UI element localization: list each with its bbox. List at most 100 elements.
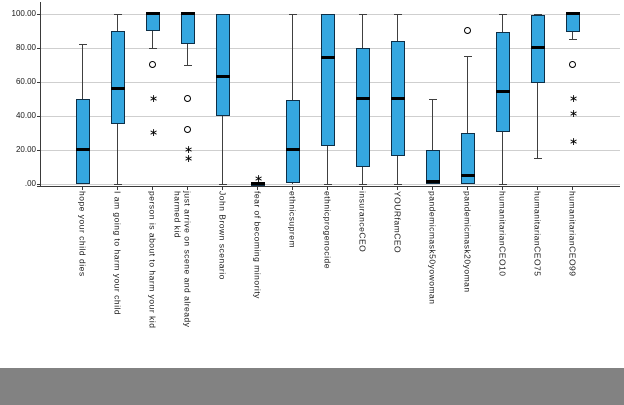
x-category-label: John Brown scenario xyxy=(217,191,228,280)
lower-whisker-cap xyxy=(323,183,332,185)
upper-whisker-cap xyxy=(358,13,367,15)
lower-whisker-cap xyxy=(113,183,122,185)
lower-whisker-cap xyxy=(533,158,542,159)
box xyxy=(145,13,160,31)
circle-outlier-marker xyxy=(184,125,191,133)
upper-whisker-cap xyxy=(428,98,437,100)
median-line xyxy=(110,86,125,90)
median-line xyxy=(180,12,195,15)
whisker-line xyxy=(292,13,293,184)
whisker-line xyxy=(467,56,468,184)
y-tick-label: 100.00 xyxy=(11,9,36,18)
star-outlier-marker: ∗ xyxy=(569,92,579,105)
lower-whisker-cap xyxy=(218,183,227,185)
lower-whisker-cap xyxy=(358,183,367,185)
x-axis-tick-mark xyxy=(152,187,153,190)
lower-whisker-cap xyxy=(183,64,192,66)
y-axis-tick-mark xyxy=(37,81,40,83)
upper-whisker-cap xyxy=(288,13,297,15)
y-tick-label: .00 xyxy=(24,179,36,188)
y-tick-label: 60.00 xyxy=(15,77,36,86)
upper-whisker-cap xyxy=(78,44,87,46)
box xyxy=(285,100,300,184)
box xyxy=(215,13,230,116)
y-axis-line xyxy=(40,2,41,186)
bottom-gray-bar xyxy=(0,368,624,405)
x-axis-tick-mark xyxy=(292,187,293,190)
x-category-label: person is about to harm your kid xyxy=(147,191,158,329)
star-outlier-marker: ∗ xyxy=(184,143,194,156)
box xyxy=(320,13,335,147)
x-axis-tick-mark xyxy=(222,187,223,190)
y-axis-tick-mark xyxy=(37,13,40,15)
x-axis-line xyxy=(37,186,620,187)
x-category-label: ethnicprogenocide xyxy=(322,191,333,269)
y-axis-tick-mark xyxy=(37,115,40,117)
median-line xyxy=(390,97,405,100)
lower-whisker-cap xyxy=(498,183,507,185)
median-line xyxy=(355,97,370,100)
upper-whisker-cap xyxy=(498,13,507,15)
x-axis-tick-mark xyxy=(537,187,538,190)
circle-outlier-marker xyxy=(184,95,191,102)
star-outlier-marker: ∗ xyxy=(149,126,159,139)
y-axis-tick-mark xyxy=(37,183,40,185)
median-line xyxy=(495,90,510,94)
star-outlier-marker: ∗ xyxy=(254,171,264,185)
x-category-label: fear of becoming minority xyxy=(252,191,263,299)
lower-whisker-cap xyxy=(568,39,577,40)
x-category-label: insuranceCEO xyxy=(357,191,368,253)
median-line xyxy=(250,182,265,185)
whisker-line xyxy=(152,13,153,48)
whisker-line xyxy=(537,13,538,158)
upper-whisker-cap xyxy=(463,56,472,57)
median-line xyxy=(285,148,300,151)
box xyxy=(565,13,580,33)
x-axis-tick-mark xyxy=(397,187,398,190)
x-category-label: YOURfamCEO xyxy=(392,191,403,254)
box xyxy=(355,47,370,167)
x-category-label: pandemicmask20yoman xyxy=(462,191,473,293)
upper-whisker-cap xyxy=(393,13,402,15)
x-category-label: humanitarianCEO75 xyxy=(532,191,543,277)
median-line xyxy=(565,12,580,15)
lower-whisker-cap xyxy=(393,183,402,185)
box xyxy=(110,30,125,124)
median-line xyxy=(460,173,475,177)
x-category-label: pandemicmask50yowoman xyxy=(427,191,438,305)
x-axis-tick-mark xyxy=(467,187,468,190)
x-axis-tick-mark xyxy=(82,187,83,190)
gridline xyxy=(40,149,620,151)
x-axis-tick-mark xyxy=(187,187,188,190)
box xyxy=(460,132,475,184)
y-tick-label: 80.00 xyxy=(15,43,36,52)
star-outlier-marker: ∗ xyxy=(569,134,579,148)
x-axis-tick-mark xyxy=(572,187,573,190)
x-axis-tick-mark xyxy=(502,187,503,190)
star-outlier-marker: ∗ xyxy=(569,107,579,121)
x-axis-tick-mark xyxy=(327,187,328,190)
x-category-label: just arrive on scene and already harmed … xyxy=(172,191,193,328)
x-axis-tick-mark xyxy=(432,187,433,190)
x-category-label: I am going to harm your child xyxy=(112,191,123,316)
x-category-label: humanitarianCEO10 xyxy=(497,191,508,277)
y-tick-label: 20.00 xyxy=(15,145,36,154)
upper-whisker-cap xyxy=(113,13,122,15)
boxplot-chart: ∗ ∗ ∗ ∗ ∗ ∗ ∗ ∗ .00 20.00 40.00 60.00 80.00 100.00 h… xyxy=(11,2,620,329)
plot-area: ∗ ∗ ∗ ∗ ∗ ∗ ∗ ∗ xyxy=(37,2,620,190)
x-category-label: humanitarianCEO99 xyxy=(567,191,578,277)
box xyxy=(180,13,195,45)
y-axis-tick-mark xyxy=(37,47,40,49)
star-outlier-marker: ∗ xyxy=(184,151,194,165)
upper-whisker-cap xyxy=(533,13,542,15)
median-line xyxy=(215,74,230,78)
star-outlier-marker: ∗ xyxy=(149,92,159,105)
x-axis-tick-mark xyxy=(117,187,118,190)
x-category-label: hope your child dies xyxy=(77,191,88,277)
box xyxy=(75,98,90,184)
median-line xyxy=(425,180,440,184)
box xyxy=(495,32,510,133)
median-line xyxy=(75,148,90,151)
box xyxy=(530,15,545,84)
x-category-label: ethnicsuprem xyxy=(287,191,298,249)
